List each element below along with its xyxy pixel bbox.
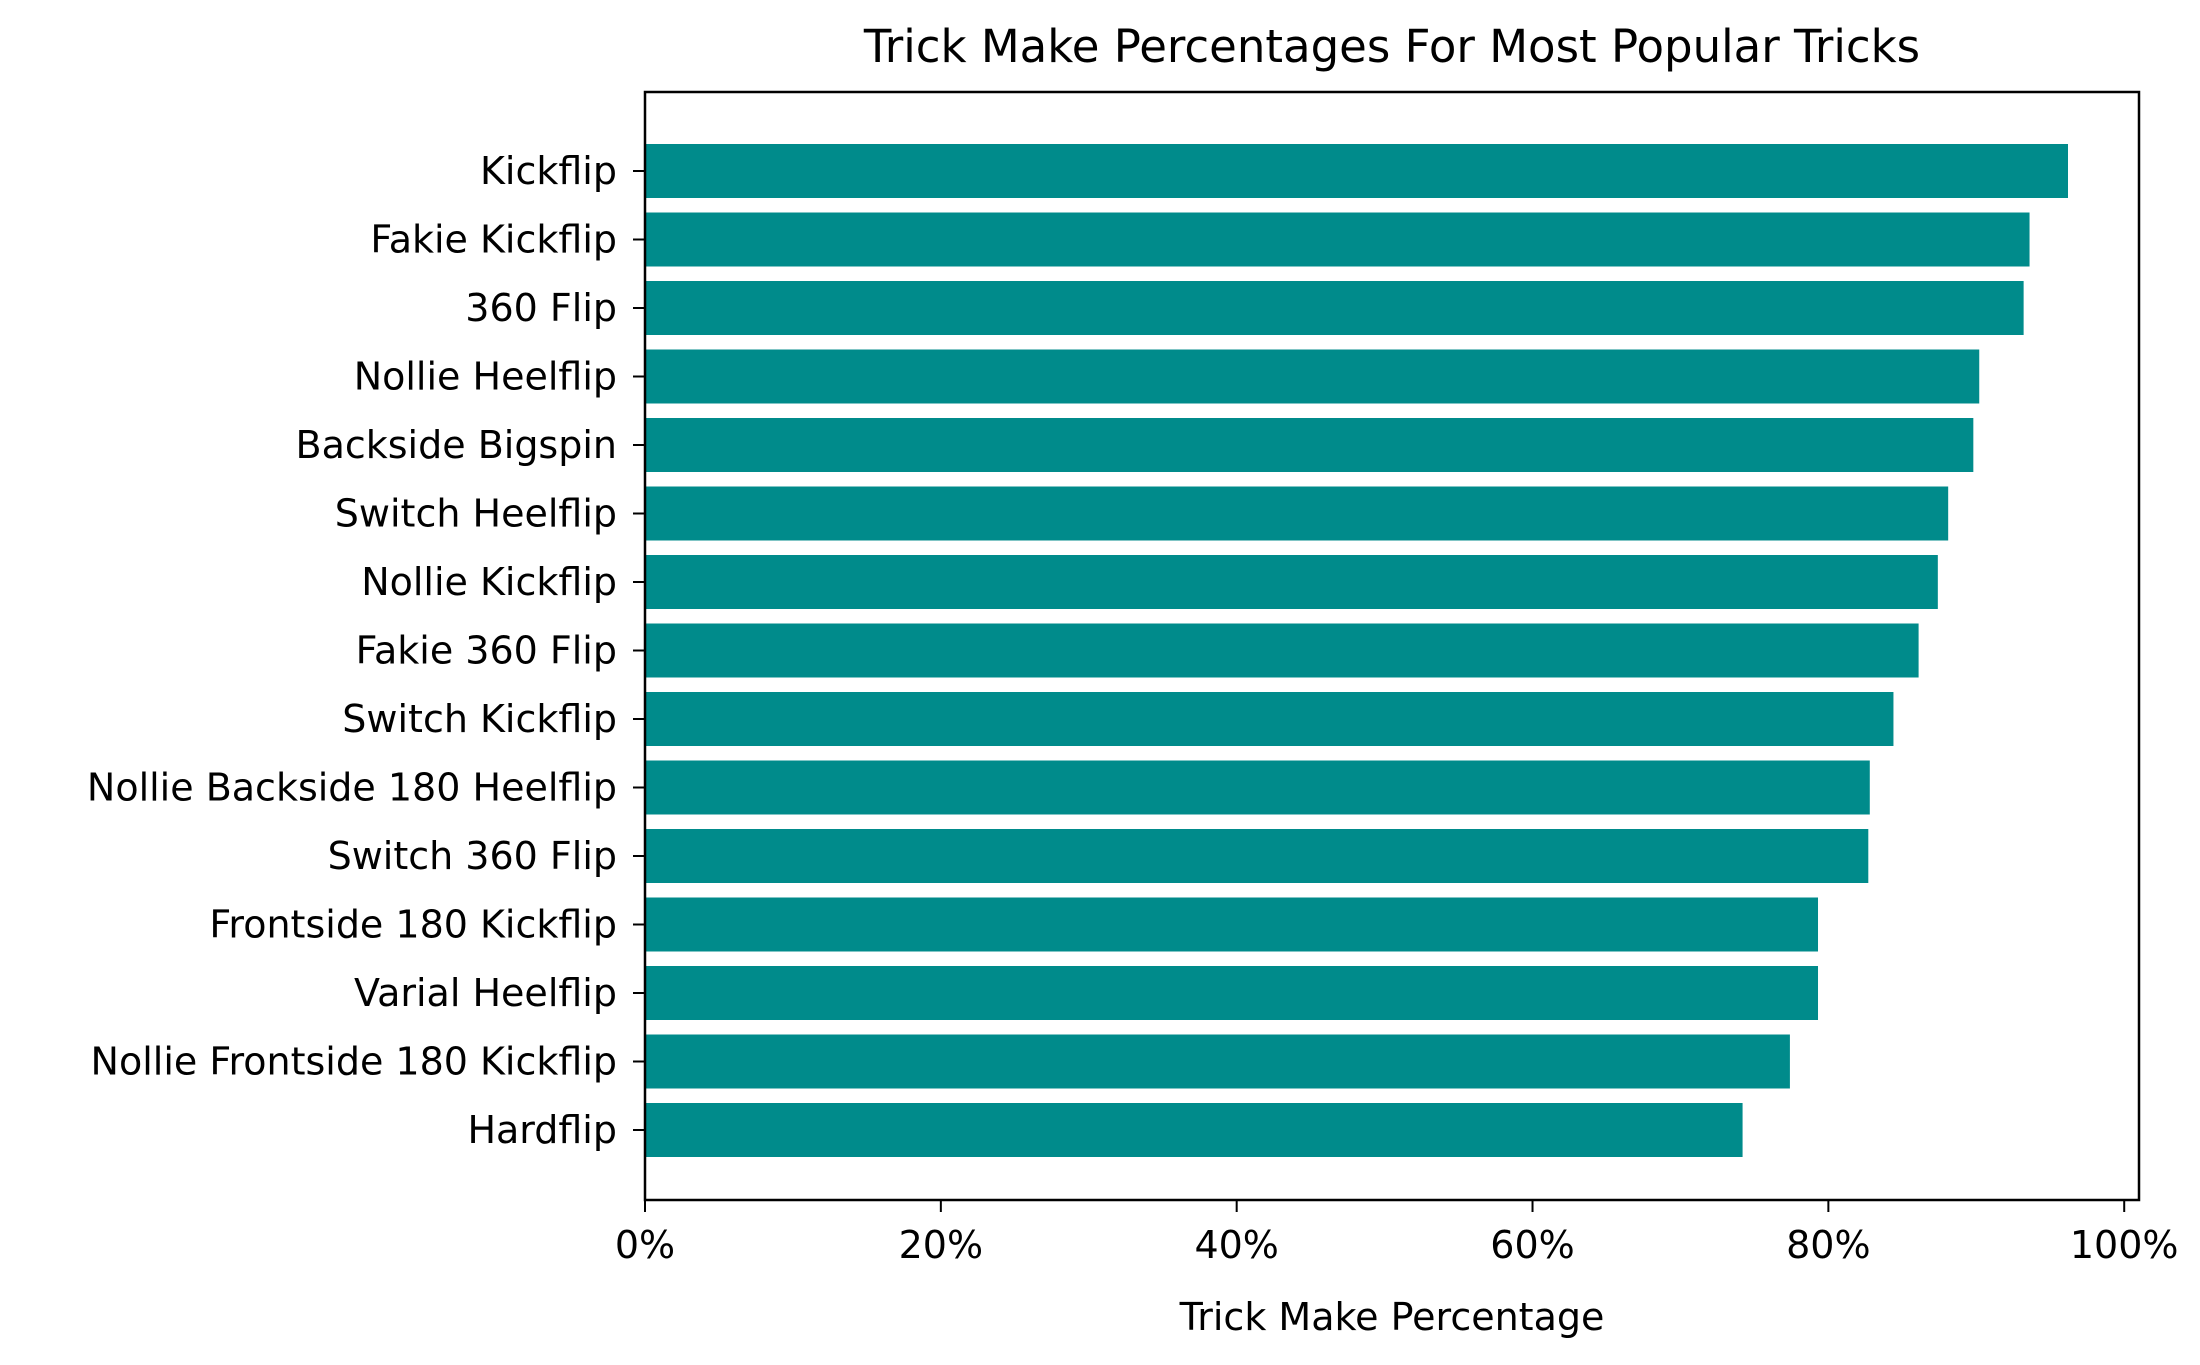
plot-frame (643, 90, 2141, 1202)
bar (645, 349, 1980, 404)
bar (645, 623, 1919, 678)
y-tick-label: Switch 360 Flip (328, 834, 617, 878)
bar (645, 692, 1894, 746)
bar (645, 418, 1974, 472)
y-tick-label: 360 Flip (465, 286, 617, 330)
y-tick-label: Nollie Backside 180 Heelflip (87, 766, 617, 810)
y-tick-label: Varial Heelflip (354, 971, 617, 1015)
y-tick-label: Backside Bigspin (296, 423, 618, 467)
bar (645, 966, 1819, 1020)
y-axis-ticks: Kickflip Fakie Kickflip 360 Flip Nollie Hee… (87, 149, 645, 1152)
x-tick-label: 100% (2070, 1223, 2179, 1267)
x-axis-label: Trick Make Percentage (1179, 1295, 1605, 1339)
bar (645, 555, 1938, 609)
x-tick-label: 20% (899, 1223, 983, 1267)
bar (645, 281, 2024, 335)
bar (645, 1034, 1790, 1089)
x-tick-label: 80% (1786, 1223, 1870, 1267)
x-tick-label: 60% (1490, 1223, 1574, 1267)
x-tick-label: 40% (1194, 1223, 1278, 1267)
y-tick-label: Switch Heelflip (335, 492, 617, 536)
y-tick-label: Nollie Kickflip (361, 560, 617, 604)
bar (645, 1103, 1743, 1157)
x-axis-ticks: 0% 20% 40% 60% 80% 100% (615, 1200, 2179, 1267)
bar (645, 897, 1819, 952)
bar (645, 486, 1949, 541)
y-tick-label: Nollie Heelflip (354, 355, 617, 399)
y-tick-label: Hardflip (467, 1108, 617, 1152)
bars-group (645, 144, 2068, 1157)
y-tick-label: Frontside 180 Kickflip (209, 903, 617, 947)
y-tick-label: Nollie Frontside 180 Kickflip (91, 1040, 617, 1084)
bar (645, 829, 1869, 883)
y-tick-label: Fakie 360 Flip (356, 629, 617, 673)
bar (645, 760, 1870, 815)
bar (645, 212, 2030, 267)
bar (645, 144, 2068, 198)
y-tick-label: Fakie Kickflip (370, 218, 617, 262)
y-tick-label: Switch Kickflip (342, 697, 617, 741)
chart-title: Trick Make Percentages For Most Popular … (863, 20, 1920, 73)
y-tick-label: Kickflip (480, 149, 617, 193)
x-tick-label: 0% (615, 1223, 675, 1267)
